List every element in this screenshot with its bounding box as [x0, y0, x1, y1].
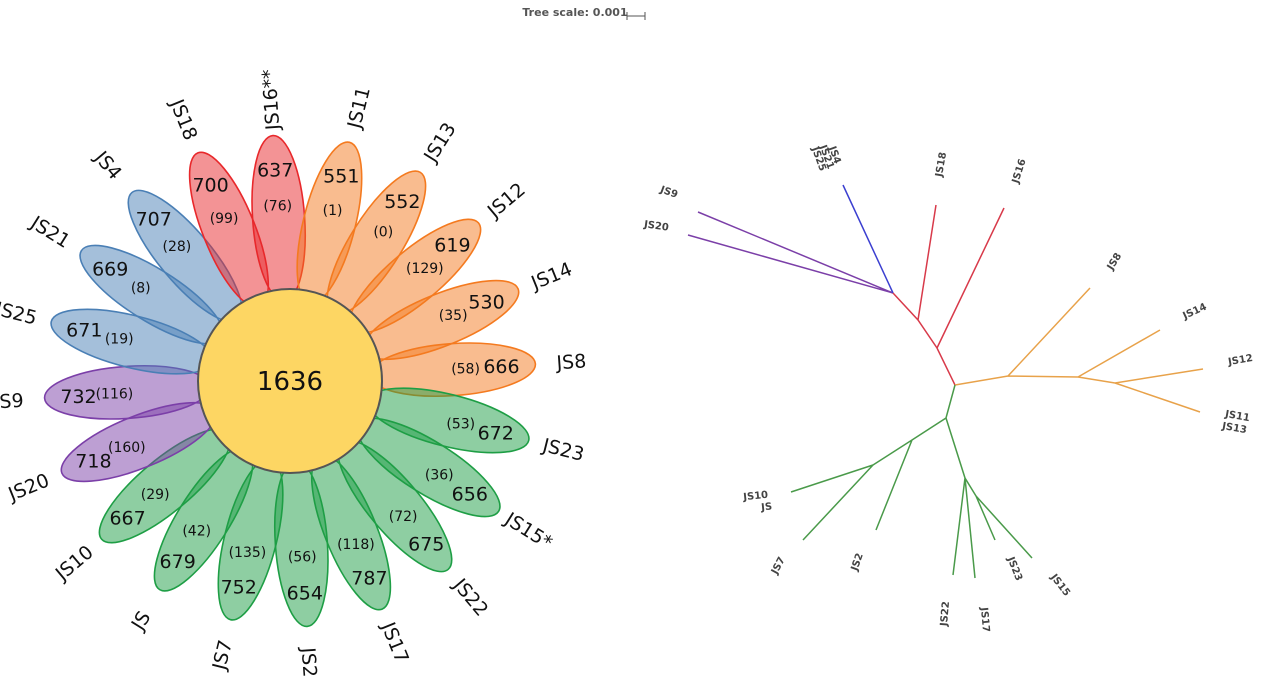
tip-label: JS14: [1180, 301, 1208, 322]
petal-unique: (116): [96, 386, 134, 402]
petal-label: JS11: [343, 85, 375, 132]
petal-total: 666: [483, 356, 519, 378]
petal-label: JS16**: [258, 69, 284, 132]
petal-total: 675: [408, 533, 444, 555]
petal-total: 552: [384, 191, 420, 213]
petal-total: 656: [452, 483, 488, 505]
petal-label: JS8: [555, 350, 587, 374]
petal-unique: (135): [229, 545, 267, 561]
petal-total: 669: [92, 259, 128, 281]
petal-label: JS21: [26, 211, 74, 252]
petal-label: JS2: [297, 646, 321, 678]
petal-unique: (58): [451, 362, 480, 378]
petal-total: 530: [468, 292, 504, 314]
tree-scale-label: Tree scale: 0.001: [522, 6, 627, 19]
tip-label: JS2: [849, 552, 866, 574]
tip-label: JS22: [939, 601, 952, 628]
petal-unique: (99): [210, 211, 239, 227]
petal-total: 672: [478, 422, 514, 444]
petal-label: JS23: [539, 434, 586, 466]
tip-label: JS20: [642, 219, 669, 233]
petal-unique: (28): [162, 239, 191, 255]
petal-label: JS4: [89, 146, 126, 184]
petal-total: 619: [434, 235, 470, 257]
tip-label: JS17: [978, 606, 991, 633]
petal-unique: (35): [439, 308, 468, 324]
petal-label: JS9: [0, 390, 24, 414]
petal-unique: (118): [337, 537, 375, 553]
petal-total: 718: [75, 450, 111, 472]
tip-label: JS7: [769, 555, 788, 577]
petal-unique: (8): [131, 281, 151, 297]
petal-unique: (42): [182, 523, 211, 539]
petal-unique: (160): [108, 440, 146, 456]
tip-label: JS8: [1105, 251, 1124, 273]
tree-scale-bar: [626, 12, 646, 20]
petal-unique: (36): [425, 467, 454, 483]
tip-label: JS11: [1223, 409, 1250, 424]
petal-total: 637: [257, 160, 293, 182]
petal-total: 667: [109, 507, 145, 529]
tip-label: JS16: [1010, 158, 1028, 186]
petal-unique: (72): [389, 509, 418, 525]
petal-label: JS25: [0, 298, 39, 330]
petal-label: JS17: [376, 618, 412, 666]
petal-label: JS12: [483, 179, 530, 223]
tip-label: JS10: [742, 490, 769, 504]
petal-total: 700: [192, 174, 228, 196]
petal-unique: (56): [288, 550, 317, 566]
petal-total: 732: [60, 386, 96, 408]
tip-label: JS23: [1004, 555, 1024, 583]
petal-label: JS7: [208, 638, 237, 673]
petal-unique: (76): [263, 198, 292, 214]
flower-plot: 1636 637 (76) JS16** 551 (1) JS11 552 (0) JS13 619…: [0, 69, 587, 678]
petal-total: 787: [351, 568, 387, 590]
petal-unique: (19): [105, 331, 134, 347]
core-count: 1636: [257, 367, 323, 397]
petal-unique: (0): [373, 225, 393, 241]
petal-unique: (129): [406, 261, 444, 277]
petal-total: 752: [221, 577, 257, 599]
tip-label: JS12: [1226, 353, 1253, 368]
tip-label: JS: [760, 501, 773, 513]
petal-label: JS: [127, 607, 156, 634]
petal-unique: (29): [141, 487, 170, 503]
core-circle: [197, 288, 383, 474]
petal-total: 679: [160, 551, 196, 573]
tree-branches: [687, 184, 1204, 579]
tip-label: JS13: [1220, 421, 1247, 436]
petal-label: JS14: [527, 258, 575, 294]
petal-label: JS10: [51, 541, 98, 585]
petal-label: JS18: [165, 95, 201, 143]
petal-label: JS15*: [500, 508, 556, 554]
tip-label: JS9: [658, 184, 680, 201]
petal-label: JS20: [4, 470, 52, 506]
petal-unique: (53): [446, 417, 475, 433]
tip-label: JS15: [1047, 571, 1072, 598]
petal-label: JS13: [419, 119, 460, 167]
petal-label: JS22: [448, 574, 492, 621]
petal-total: 551: [323, 165, 359, 187]
petal-unique: (1): [323, 203, 343, 219]
tip-label: JS18: [934, 151, 949, 178]
petal-total: 671: [66, 320, 102, 342]
petal-total: 707: [136, 209, 172, 231]
petal-total: 654: [287, 582, 323, 604]
